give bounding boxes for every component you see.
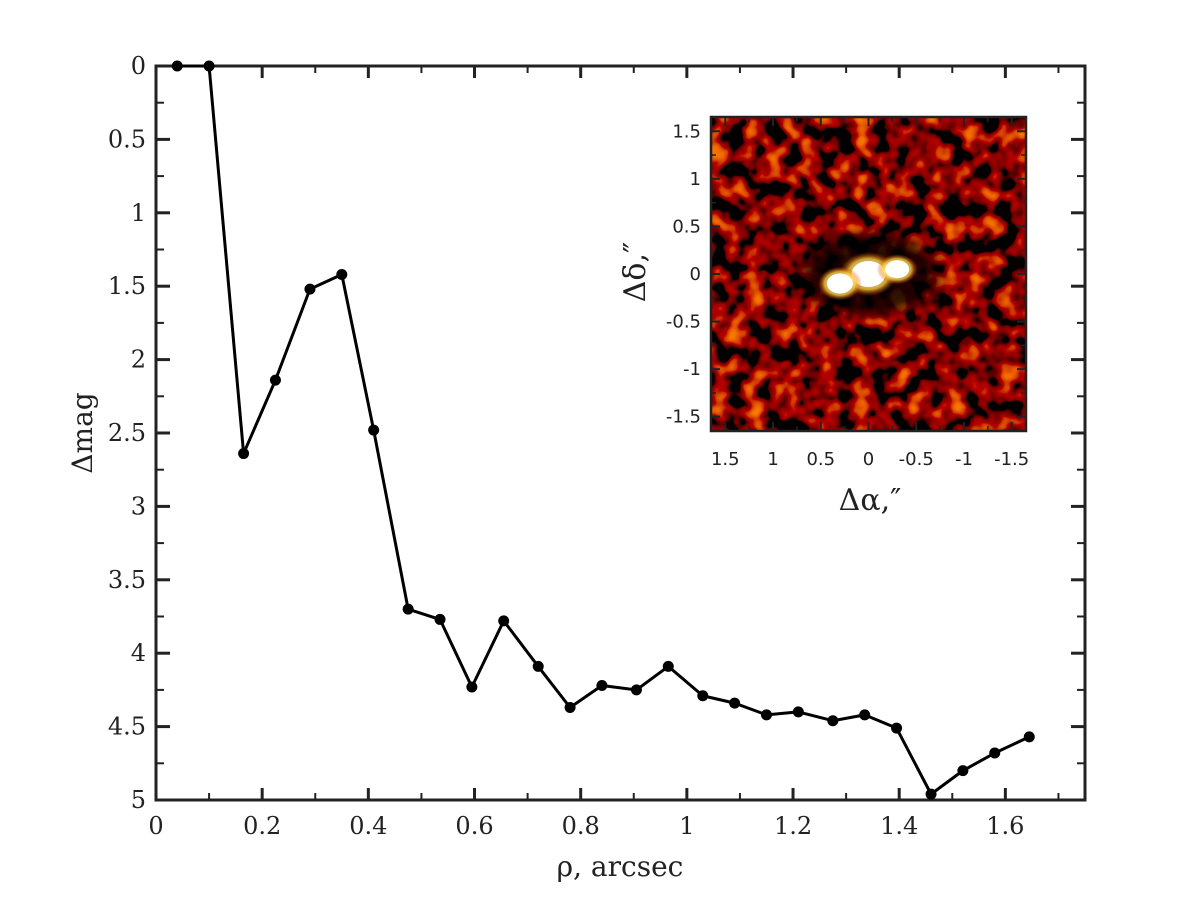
inset-x-tick-label: 1.5 (711, 449, 740, 470)
inset-y-tick-label: 0 (690, 264, 701, 285)
data-point (402, 603, 414, 615)
data-point (498, 615, 510, 627)
inset-y-tick-label: -1 (683, 359, 701, 380)
data-point (630, 684, 642, 696)
inset-y-tick-label: 1 (690, 169, 701, 190)
data-point (792, 706, 804, 718)
x-axis-title: ρ, arcsec (557, 850, 684, 883)
inset-y-tick-label: -1.5 (666, 407, 701, 428)
inset-axis-ticks: 1.5 1 0.5 0 -0.5 -1 -1.5 1.5 1 0.5 0 -0.5 -1 -1.5 (666, 117, 1029, 470)
x-tick-label: 1 (679, 812, 694, 840)
x-tick-label: 1.4 (880, 812, 918, 840)
data-point (238, 448, 250, 460)
inset-y-tick-label: 0.5 (672, 216, 701, 237)
data-point (989, 747, 1001, 759)
inset-x-axis-title: Δα,″ (839, 483, 902, 518)
data-point (697, 690, 709, 702)
y-tick-label: 3.5 (108, 566, 146, 594)
inset-sources (817, 251, 918, 301)
data-point (171, 60, 183, 72)
y-tick-label: 0.5 (108, 125, 146, 153)
y-tick-label: 5 (131, 786, 146, 814)
y-tick-label: 0 (131, 52, 146, 80)
data-point (203, 60, 215, 72)
inset-x-tick-label: 0.5 (806, 449, 835, 470)
y-tick-label: 2.5 (108, 419, 146, 447)
data-point (564, 702, 576, 714)
data-point (925, 788, 937, 800)
y-tick-label: 2 (131, 346, 146, 374)
data-point (336, 268, 348, 280)
x-tick-label: 0.2 (243, 812, 281, 840)
data-point (596, 679, 608, 691)
inset-x-tick-label: -0.5 (899, 449, 934, 470)
source-core (885, 260, 910, 279)
data-point (957, 765, 969, 777)
x-tick-label: 1.6 (986, 812, 1024, 840)
inset-y-tick-label: -0.5 (666, 312, 701, 333)
y-tick-label: 4.5 (108, 713, 146, 741)
x-tick-label: 1.2 (774, 812, 812, 840)
main-axis-ticks: 0 0.2 0.4 0.6 0.8 1 1.2 1.4 1.6 0 0.5 1 1.5 2 2.5 3 3.5 4… (108, 52, 1085, 840)
data-point (434, 613, 446, 625)
inset-x-tick-label: -1.5 (994, 449, 1029, 470)
inset-x-tick-label: -1 (955, 449, 973, 470)
data-point (368, 424, 380, 436)
inset-x-tick-label: 1 (767, 449, 778, 470)
inset-image (711, 117, 1026, 431)
y-axis-title: Δmag (66, 392, 99, 473)
y-tick-label: 4 (131, 639, 146, 667)
data-point (662, 660, 674, 672)
inset-x-tick-label: 0 (863, 449, 874, 470)
x-tick-label: 0 (148, 812, 163, 840)
x-tick-label: 0.4 (349, 812, 387, 840)
y-tick-label: 1.5 (108, 272, 146, 300)
y-tick-label: 3 (131, 492, 146, 520)
x-tick-label: 0.8 (562, 812, 600, 840)
data-point (466, 681, 478, 693)
data-point (729, 697, 741, 709)
data-point (760, 709, 772, 721)
data-point (859, 709, 871, 721)
inset-y-axis-title: Δδ,″ (618, 242, 653, 302)
inset-y-tick-label: 1.5 (672, 121, 701, 142)
source-core (826, 273, 853, 294)
data-point (269, 374, 281, 386)
data-point (532, 660, 544, 672)
data-point (1023, 731, 1035, 743)
data-point (827, 715, 839, 727)
data-point (304, 283, 316, 295)
y-tick-label: 1 (131, 199, 146, 227)
main-series (171, 60, 1035, 800)
data-point (891, 722, 903, 734)
x-tick-label: 0.6 (455, 812, 493, 840)
